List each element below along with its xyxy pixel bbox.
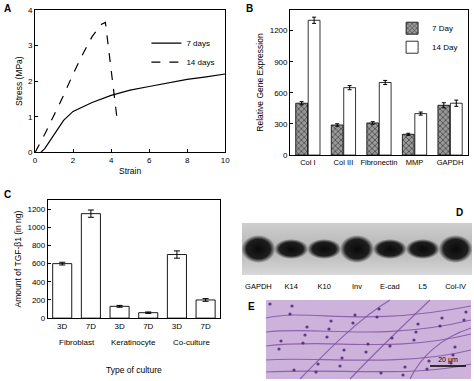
svg-text:L5: L5 xyxy=(419,282,427,291)
svg-text:14 Day: 14 Day xyxy=(432,43,457,52)
svg-text:2: 2 xyxy=(71,156,76,165)
svg-text:0: 0 xyxy=(28,148,33,157)
svg-text:7D: 7D xyxy=(143,322,153,331)
svg-text:MMP: MMP xyxy=(406,158,424,167)
svg-text:Amount of TGF-β1 (in ng): Amount of TGF-β1 (in ng) xyxy=(13,210,23,307)
svg-text:600: 600 xyxy=(32,259,46,268)
svg-text:400: 400 xyxy=(32,278,46,287)
svg-text:D: D xyxy=(456,207,463,218)
svg-text:Col I: Col I xyxy=(300,158,315,167)
svg-text:GAPDH: GAPDH xyxy=(437,158,464,167)
svg-text:Fibronectin: Fibronectin xyxy=(360,158,397,167)
svg-text:2: 2 xyxy=(28,77,33,86)
svg-text:3D: 3D xyxy=(57,322,67,331)
svg-text:K14: K14 xyxy=(285,282,298,291)
svg-text:200: 200 xyxy=(32,296,46,305)
svg-text:Fibroblast: Fibroblast xyxy=(59,338,95,347)
svg-text:B: B xyxy=(246,3,253,14)
svg-text:0: 0 xyxy=(41,314,46,323)
svg-text:1000: 1000 xyxy=(27,223,45,232)
svg-text:14 days: 14 days xyxy=(186,58,214,67)
svg-text:900: 900 xyxy=(274,58,288,67)
svg-text:6: 6 xyxy=(147,156,152,165)
svg-text:K10: K10 xyxy=(317,282,330,291)
svg-text:E: E xyxy=(248,301,255,312)
svg-text:Col III: Col III xyxy=(334,158,354,167)
svg-text:7 Day: 7 Day xyxy=(432,24,453,33)
svg-text:10: 10 xyxy=(221,156,230,165)
svg-text:1: 1 xyxy=(28,113,33,122)
svg-text:GAPDH: GAPDH xyxy=(245,282,272,291)
svg-text:300: 300 xyxy=(274,120,288,129)
svg-text:E-cad: E-cad xyxy=(380,282,400,291)
svg-text:7 days: 7 days xyxy=(186,39,210,48)
svg-text:0: 0 xyxy=(283,151,288,160)
svg-text:Type of culture: Type of culture xyxy=(106,365,162,375)
svg-text:Inv: Inv xyxy=(352,282,362,291)
svg-text:A: A xyxy=(4,3,11,14)
svg-text:800: 800 xyxy=(32,241,46,250)
svg-text:Keratinocyte: Keratinocyte xyxy=(111,338,156,347)
svg-text:3D: 3D xyxy=(172,322,182,331)
svg-text:7D: 7D xyxy=(86,322,96,331)
svg-text:Stress (MPa): Stress (MPa) xyxy=(14,56,24,106)
svg-text:600: 600 xyxy=(274,89,288,98)
svg-text:Co-culture: Co-culture xyxy=(173,338,210,347)
svg-text:Col-IV: Col-IV xyxy=(445,282,466,291)
svg-text:8: 8 xyxy=(185,156,190,165)
svg-text:3: 3 xyxy=(28,41,33,50)
svg-text:4: 4 xyxy=(109,156,114,165)
svg-text:Strain: Strain xyxy=(119,166,141,176)
svg-text:3D: 3D xyxy=(114,322,124,331)
svg-text:4: 4 xyxy=(28,6,33,15)
svg-text:1200: 1200 xyxy=(27,205,45,214)
svg-text:7D: 7D xyxy=(200,322,210,331)
svg-text:C: C xyxy=(4,189,11,200)
svg-text:20 μm: 20 μm xyxy=(438,356,458,364)
svg-text:0: 0 xyxy=(33,156,38,165)
svg-text:Relative Gene Expression: Relative Gene Expression xyxy=(255,33,265,132)
svg-text:1200: 1200 xyxy=(270,26,288,35)
